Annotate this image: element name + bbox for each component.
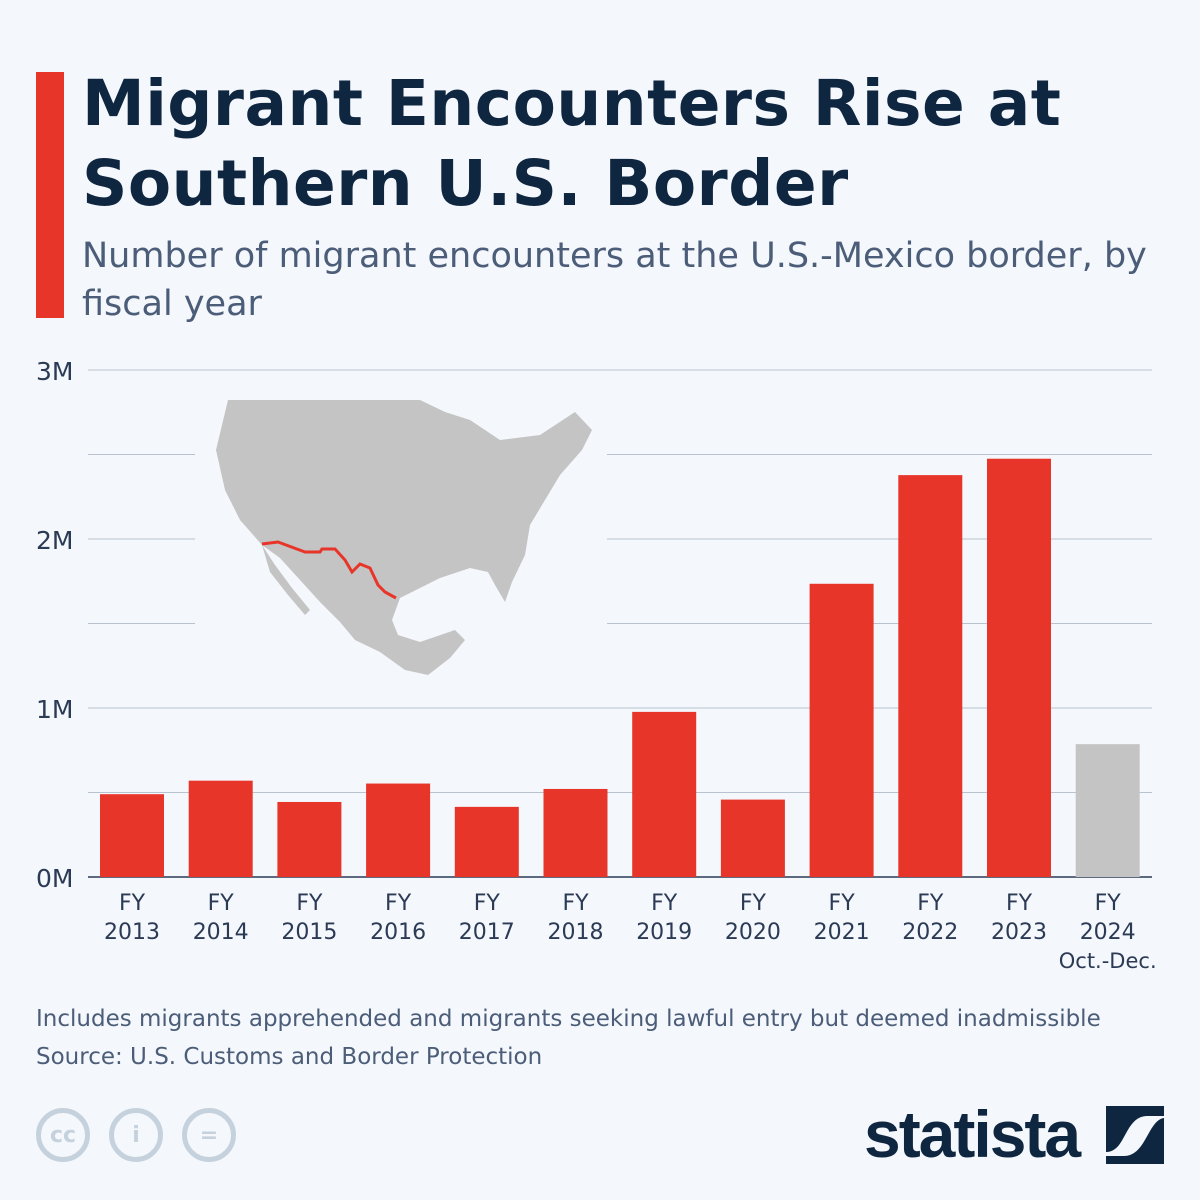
bar <box>809 583 874 877</box>
y-tick-label: 0M <box>36 864 73 893</box>
x-tick-label: FY <box>474 891 501 916</box>
x-tick-label: FY <box>385 891 412 916</box>
bar <box>632 711 697 877</box>
attribution-icon[interactable]: i <box>109 1108 163 1162</box>
x-tick-label: 2017 <box>459 920 515 945</box>
bar <box>366 783 431 877</box>
x-tick-label: FY <box>119 891 146 916</box>
bar <box>188 780 253 877</box>
statista-logo[interactable]: statista <box>864 1097 1081 1171</box>
x-tick-label: 2013 <box>104 920 160 945</box>
x-tick-label: 2015 <box>281 920 337 945</box>
x-tick-label: 2021 <box>814 920 870 945</box>
x-tick-label: 2023 <box>991 920 1047 945</box>
x-tick-label: FY <box>1095 891 1122 916</box>
baja-peninsula <box>262 545 310 615</box>
x-tick-label: FY <box>1006 891 1033 916</box>
x-tick-label: 2019 <box>636 920 692 945</box>
us-mexico-border-line <box>261 540 397 600</box>
north-america-map-inset <box>195 395 607 690</box>
x-tick-label: Oct.-Dec. <box>1059 949 1157 973</box>
bar <box>277 801 342 877</box>
bar <box>898 475 963 877</box>
x-tick-label: 2020 <box>725 920 781 945</box>
no-derivatives-icon[interactable]: = <box>182 1108 236 1162</box>
cc-icon[interactable]: cc <box>36 1108 90 1162</box>
bar <box>987 458 1051 877</box>
x-tick-label: FY <box>740 891 767 916</box>
x-tick-label: 2024 <box>1080 920 1136 945</box>
bar <box>454 806 519 877</box>
x-tick-label: 2022 <box>902 920 958 945</box>
chart-subtitle: Number of migrant encounters at the U.S.… <box>82 236 1147 324</box>
bar <box>543 788 608 877</box>
x-tick-label: 2016 <box>370 920 426 945</box>
x-tick-label: FY <box>562 891 589 916</box>
bar <box>1075 744 1140 877</box>
x-tick-label: FY <box>296 891 323 916</box>
statista-logo-icon <box>1106 1106 1164 1164</box>
footnote: Includes migrants apprehended and migran… <box>36 1006 1101 1032</box>
bar <box>720 799 785 877</box>
x-tick-label: FY <box>917 891 944 916</box>
bar-chart: 0M 1M 2M 3M FY 2013 FY 2014 FY 2015 FY 2016 FY 2017 F… <box>36 357 1157 973</box>
chart-notes: Includes migrants apprehended and migran… <box>36 1000 1101 1076</box>
x-tick-label: FY <box>829 891 856 916</box>
bar <box>100 794 164 877</box>
y-tick-label: 2M <box>36 526 73 555</box>
source: Source: U.S. Customs and Border Protecti… <box>36 1044 543 1070</box>
y-tick-label: 3M <box>36 357 73 386</box>
title-accent-bar <box>36 72 64 318</box>
x-tick-label: FY <box>651 891 678 916</box>
chart-title: Migrant Encounters Rise at Southern U.S.… <box>82 67 1062 220</box>
x-tick-label: 2018 <box>548 920 604 945</box>
y-tick-label: 1M <box>36 695 73 724</box>
north-america-map <box>216 400 592 675</box>
x-tick-label: FY <box>208 891 235 916</box>
x-tick-label: 2014 <box>193 920 249 945</box>
